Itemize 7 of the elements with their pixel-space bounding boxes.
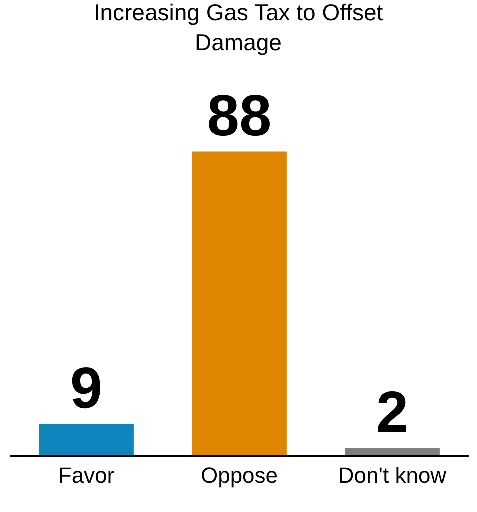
- x-tick-label: Oppose: [200, 463, 278, 488]
- chart-title: Increasing Gas Tax to Offset Damage: [94, 0, 384, 56]
- x-tick-label: Don't know: [338, 463, 447, 488]
- data-label: 88: [207, 84, 272, 149]
- data-label: 2: [376, 380, 409, 446]
- x-tick-label: Favor: [58, 463, 115, 488]
- data-label: 9: [70, 356, 103, 421]
